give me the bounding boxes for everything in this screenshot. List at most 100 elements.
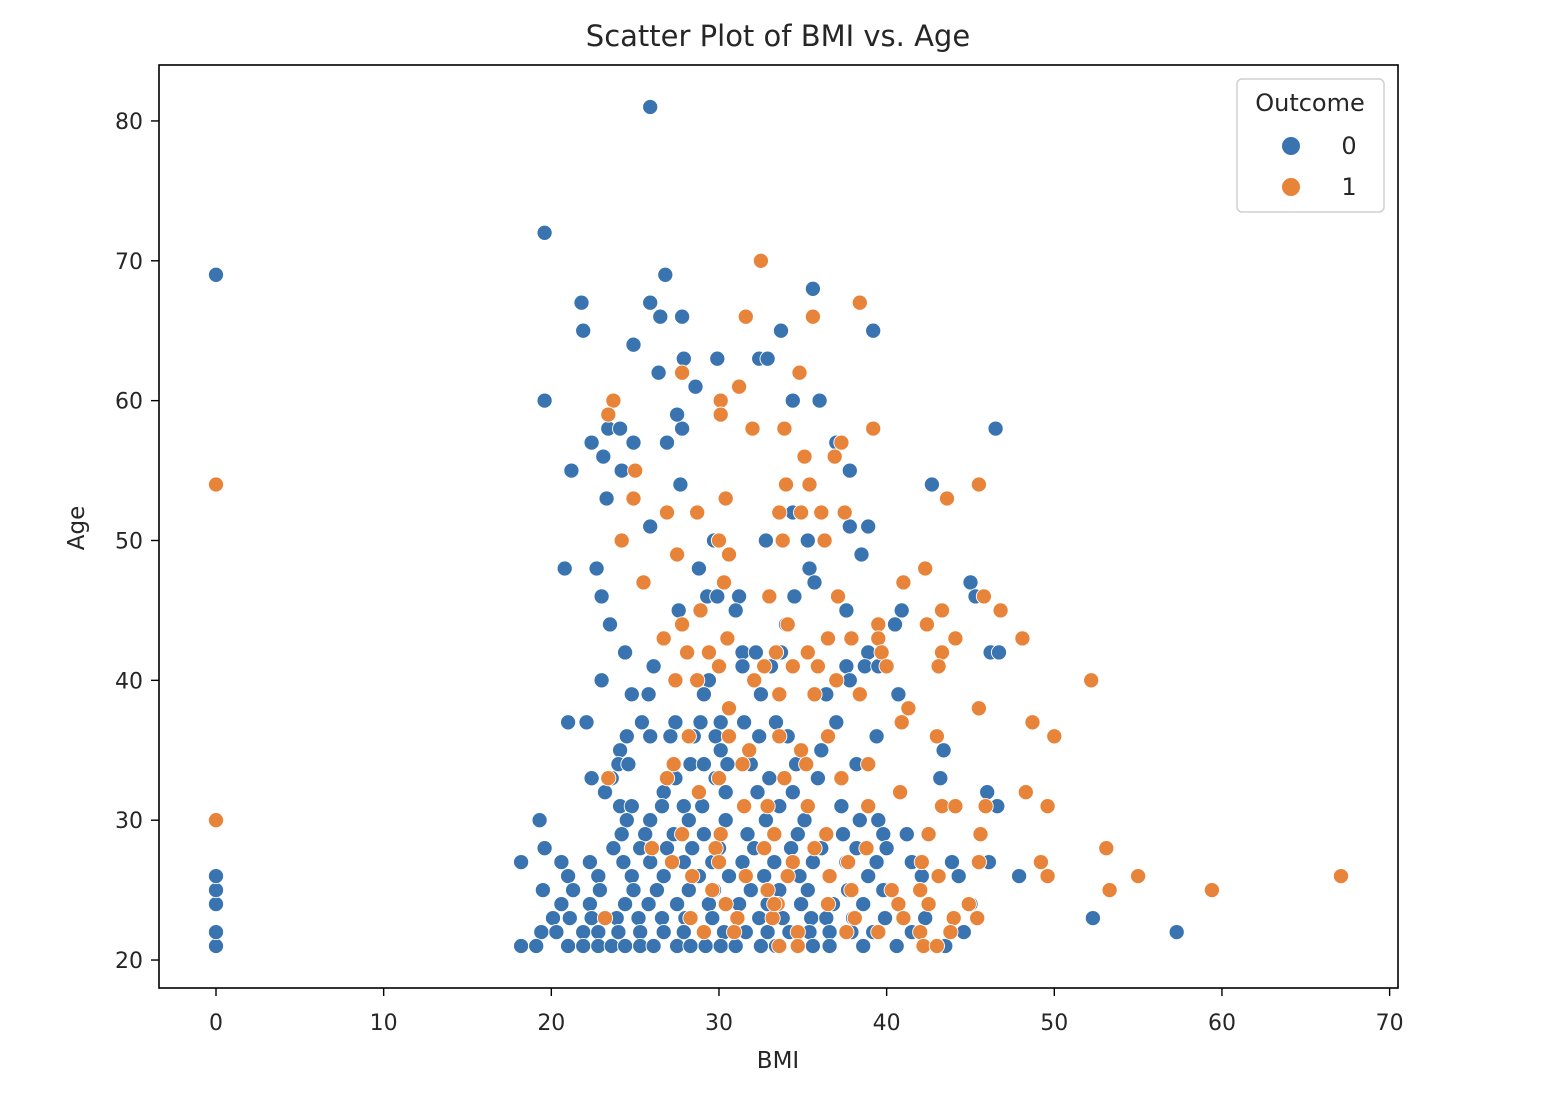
scatter-point-outcome-0 [834, 826, 852, 843]
scatter-point-outcome-1 [920, 826, 937, 843]
scatter-point-outcome-0 [853, 546, 870, 563]
scatter-point-outcome-0 [623, 798, 640, 815]
scatter-point-outcome-0 [806, 574, 823, 591]
scatter-point-outcome-1 [1101, 882, 1118, 899]
scatter-point-outcome-1 [789, 937, 806, 955]
scatter-point-outcome-0 [674, 308, 691, 325]
scatter-point-outcome-1 [658, 504, 676, 521]
scatter-point-outcome-0 [653, 798, 671, 815]
scatter-point-outcome-0 [556, 560, 573, 577]
scatter-point-outcome-0 [632, 924, 649, 941]
scatter-point-outcome-1 [741, 742, 758, 759]
scatter-point-outcome-0 [1168, 924, 1185, 941]
scatter-point-outcome-0 [803, 910, 820, 927]
scatter-point-outcome-1 [719, 630, 736, 647]
scatter-point-outcome-0 [655, 784, 672, 801]
scatter-point-outcome-1 [771, 728, 788, 745]
scatter-point-outcome-1 [726, 924, 743, 941]
scatter-point-outcome-1 [799, 798, 816, 815]
scatter-point-outcome-1 [828, 672, 845, 689]
scatter-point-outcome-1 [774, 532, 791, 549]
scatter-point-outcome-1 [969, 910, 986, 927]
scatter-point-outcome-1 [878, 658, 895, 675]
scatter-point-outcome-0 [856, 658, 873, 675]
scatter-point-outcome-0 [667, 714, 684, 731]
scatter-point-outcome-1 [771, 686, 788, 703]
scatter-point-outcome-0 [207, 937, 225, 955]
scatter-point-outcome-0 [642, 728, 659, 745]
scatter-point-outcome-0 [687, 378, 704, 395]
scatter-point-outcome-1 [737, 308, 754, 325]
x-tick-label: 70 [1376, 1011, 1404, 1036]
scatter-point-outcome-0 [893, 602, 910, 619]
scatter-point-outcome-1 [767, 644, 785, 661]
scatter-point-outcome-0 [917, 910, 934, 927]
scatter-point-outcome-1 [674, 364, 691, 381]
scatter-point-outcome-1 [680, 728, 697, 745]
scatter-point-outcome-0 [1011, 868, 1028, 885]
scatter-point-outcome-0 [575, 322, 592, 339]
scatter-point-outcome-1 [992, 602, 1009, 619]
x-axis-label: BMI [757, 1048, 799, 1074]
scatter-point-outcome-0 [865, 322, 882, 339]
scatter-point-outcome-0 [528, 937, 545, 955]
scatter-point-outcome-0 [855, 937, 872, 955]
scatter-point-outcome-1 [710, 658, 728, 675]
scatter-point-outcome-0 [675, 924, 692, 941]
scatter-point-outcome-0 [658, 434, 676, 451]
scatter-point-outcome-0 [620, 756, 637, 773]
scatter-point-outcome-1 [605, 392, 622, 409]
scatter-point-outcome-0 [680, 882, 697, 899]
scatter-point-outcome-0 [615, 854, 632, 871]
scatter-point-outcome-1 [858, 840, 875, 857]
scatter-point-outcome-1 [917, 560, 934, 577]
scatter-point-outcome-0 [633, 714, 650, 731]
scatter-point-outcome-1 [809, 658, 826, 675]
scatter-point-outcome-0 [578, 714, 595, 731]
scatter-point-outcome-1 [930, 658, 947, 675]
scatter-point-outcome-0 [590, 868, 607, 885]
scatter-point-outcome-0 [860, 518, 877, 535]
scatter-point-outcome-1 [972, 826, 989, 843]
scatter-point-outcome-0 [784, 784, 801, 801]
scatter-point-outcome-0 [734, 854, 751, 871]
scatter-point-outcome-1 [667, 672, 684, 689]
scatter-point-outcome-1 [766, 896, 783, 913]
scatter-point-outcome-0 [704, 910, 721, 927]
scatter-point-outcome-0 [759, 350, 776, 367]
scatter-point-outcome-1 [826, 448, 843, 465]
scatter-point-outcome-1 [918, 616, 935, 633]
scatter-point-outcome-0 [752, 686, 769, 703]
scatter-point-outcome-1 [764, 910, 781, 927]
scatter-point-outcome-1 [771, 504, 788, 521]
scatter-point-outcome-0 [655, 868, 672, 885]
scatter-point-outcome-1 [669, 546, 686, 563]
scatter-point-outcome-0 [613, 462, 630, 479]
scatter-point-outcome-0 [751, 728, 768, 745]
scatter-point-outcome-0 [784, 392, 801, 409]
scatter-point-outcome-0 [801, 560, 818, 577]
scatter-point-outcome-0 [617, 937, 634, 955]
scatter-point-outcome-1 [865, 420, 882, 437]
scatter-point-outcome-1 [942, 924, 959, 941]
scatter-point-outcome-1 [796, 448, 813, 465]
scatter-point-outcome-1 [689, 504, 706, 521]
scatter-point-outcome-0 [593, 672, 610, 689]
scatter-points [207, 98, 1350, 955]
scatter-point-outcome-1 [806, 686, 823, 703]
scatter-point-outcome-0 [623, 686, 640, 703]
scatter-point-outcome-0 [697, 937, 714, 955]
scatter-point-outcome-0 [553, 896, 570, 913]
scatter-point-outcome-0 [923, 476, 940, 493]
scatter-point-outcome-1 [710, 532, 728, 549]
scatter-point-outcome-0 [712, 714, 729, 731]
scatter-point-outcome-0 [603, 937, 620, 955]
scatter-point-outcome-0 [642, 812, 659, 829]
scatter-point-outcome-0 [943, 854, 961, 871]
scatter-point-outcome-0 [207, 266, 225, 283]
scatter-point-outcome-1 [789, 924, 806, 941]
scatter-point-outcome-0 [821, 924, 838, 941]
scatter-point-outcome-0 [955, 924, 972, 941]
